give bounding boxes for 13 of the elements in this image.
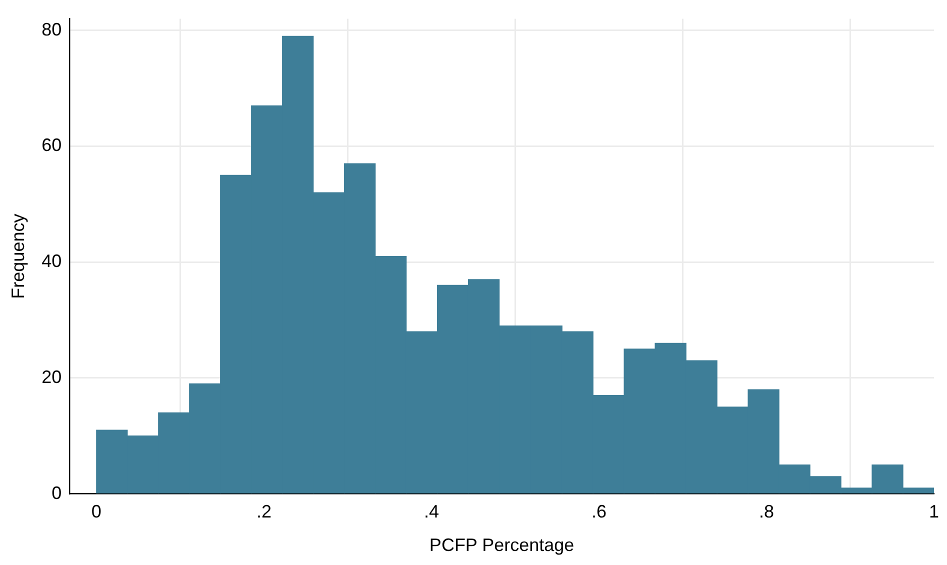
- y-tick-label: 40: [42, 251, 62, 272]
- x-tick-label: .6: [591, 502, 606, 522]
- x-tick-label: 1: [928, 502, 939, 522]
- y-tick-label: 20: [42, 366, 62, 387]
- y-tick-label: 80: [42, 19, 62, 40]
- y-tick-label: 60: [42, 135, 62, 156]
- x-tick-label: .2: [256, 502, 272, 522]
- y-tick-label: 0: [52, 482, 62, 503]
- x-axis-title: PCFP Percentage: [429, 535, 574, 556]
- x-tick-label: .4: [424, 502, 439, 522]
- x-tick-label: .8: [758, 502, 774, 522]
- y-axis-title: Frequency: [8, 214, 28, 299]
- x-tick-label: 0: [91, 502, 102, 522]
